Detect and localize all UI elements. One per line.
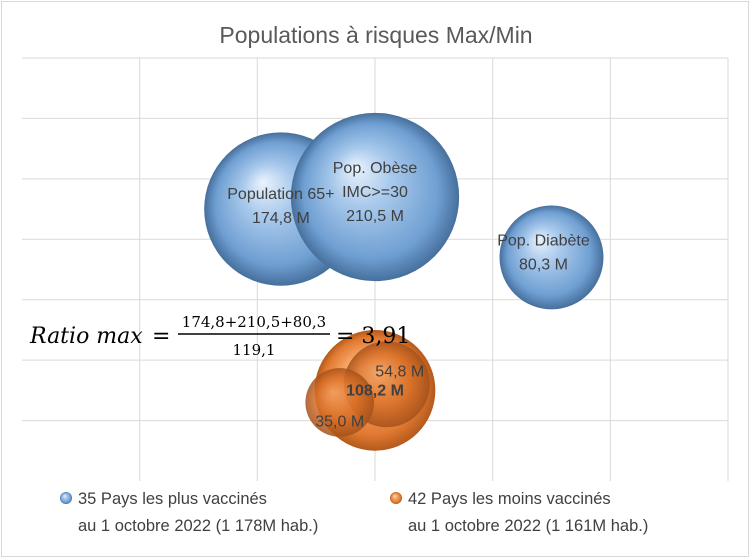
bubble-label-obese: Pop. Obèse: [333, 160, 418, 177]
legend-label-least-vaccinated: 42 Pays les moins vaccinés: [408, 490, 611, 508]
ratio-annotation: Ratio max = 174,8+210,5+80,3 119,1 = 3,9…: [29, 313, 410, 359]
bubbles: [204, 112, 604, 451]
legend-marker-blue: [60, 492, 72, 504]
bubble-label-diabete: Pop. Diabète: [497, 232, 590, 249]
bubble-label-min-548: 54,8 M: [375, 363, 424, 380]
bubble-label-min-total: 108,2 M: [346, 382, 404, 399]
ratio-lhs: Ratio max: [29, 324, 143, 349]
bubble-label-diabete: 80,3 M: [519, 256, 568, 273]
bubble-labels: Population 65+ 174,8 M Pop. Obèse IMC>=30 21…: [227, 160, 590, 430]
ratio-denominator: 119,1: [233, 341, 276, 359]
bubble-label-pop65: 174,8 M: [252, 210, 310, 227]
bubble-label-pop65: Population 65+: [227, 186, 334, 203]
legend-label-most-vaccinated-line2: au 1 octobre 2022 (1 178M hab.): [78, 517, 318, 535]
bubble-label-min-350: 35,0 M: [315, 413, 364, 430]
ratio-numerator: 174,8+210,5+80,3: [182, 313, 326, 331]
ratio-result: = 3,91: [336, 324, 410, 349]
legend: 35 Pays les plus vaccinés au 1 octobre 2…: [60, 490, 648, 535]
bubble-diabete: [499, 205, 604, 310]
legend-label-most-vaccinated: 35 Pays les plus vaccinés: [78, 490, 267, 508]
bubble-min-350: [305, 368, 375, 437]
legend-label-least-vaccinated-line2: au 1 octobre 2022 (1 161M hab.): [408, 517, 648, 535]
ratio-equals: =: [152, 324, 170, 349]
bubble-label-obese: 210,5 M: [346, 208, 404, 225]
bubble-label-obese: IMC>=30: [342, 184, 408, 201]
legend-marker-orange: [390, 492, 402, 504]
chart-title: Populations à risques Max/Min: [219, 22, 532, 48]
bubble-obese: [290, 112, 460, 282]
